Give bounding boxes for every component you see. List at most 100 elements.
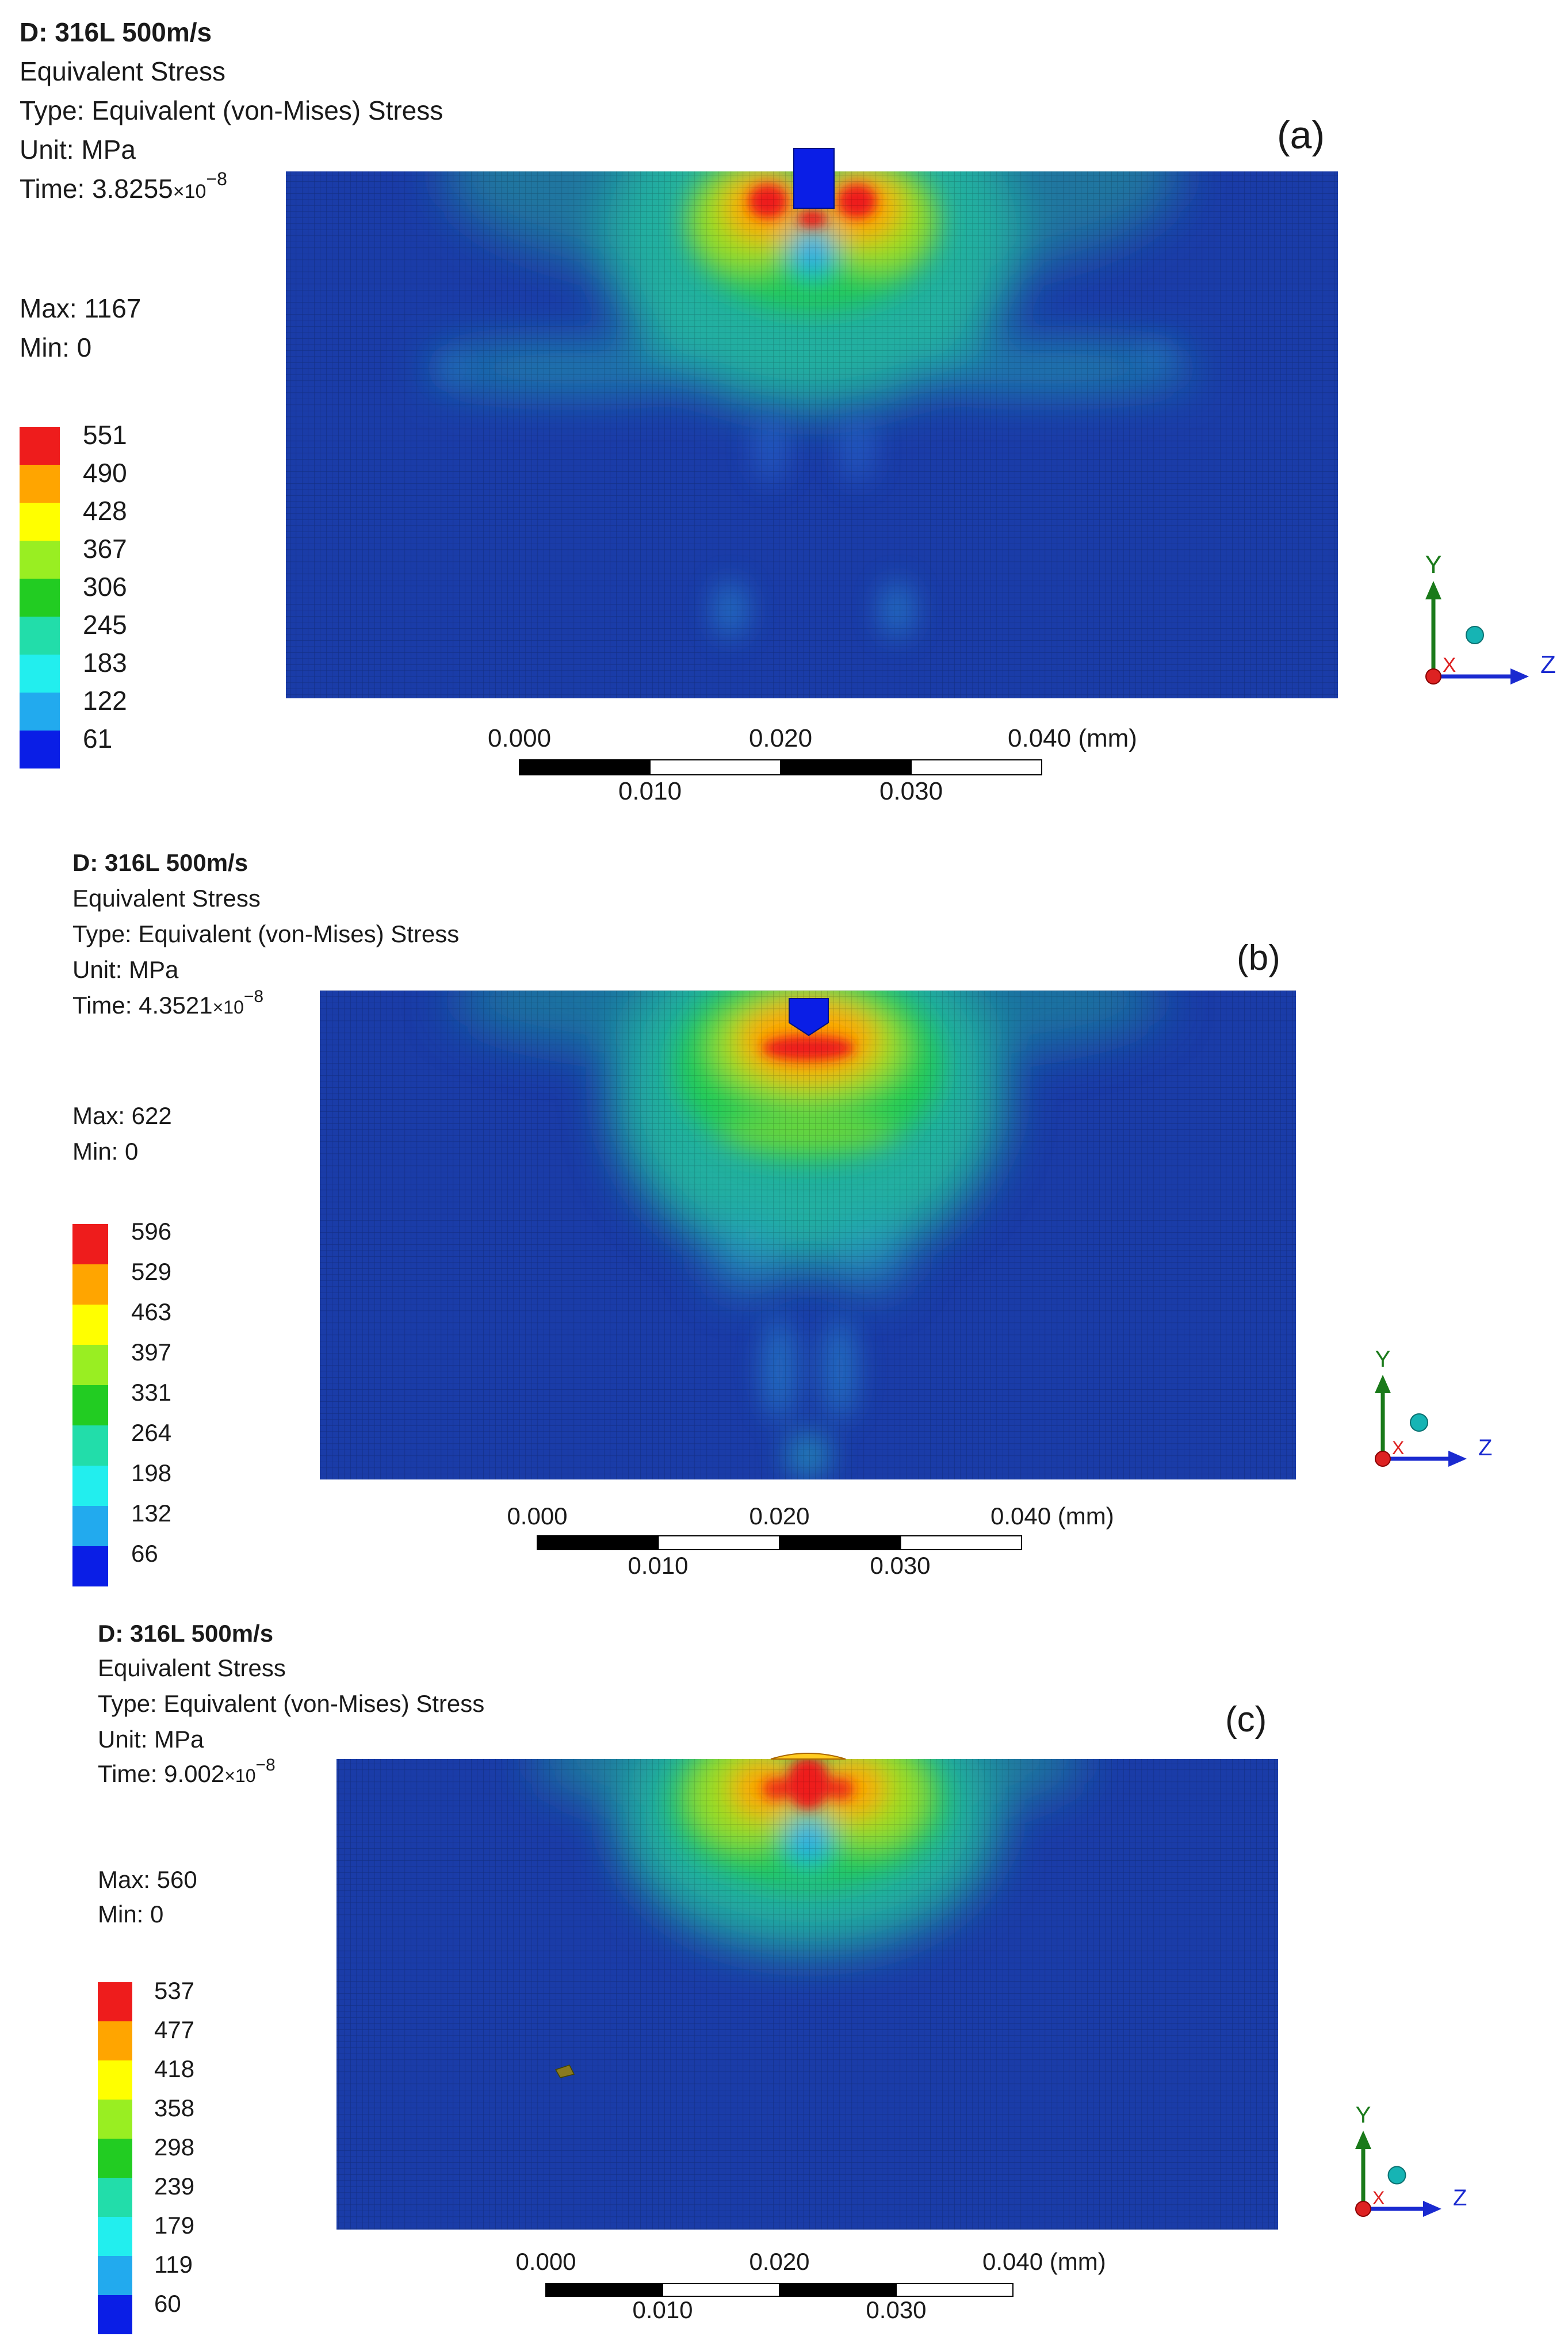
- y-axis-label: Y: [1356, 2102, 1371, 2128]
- legend-value: 60: [154, 2290, 181, 2317]
- z-axis-arrow: [1423, 2201, 1441, 2217]
- legend-value: 551: [83, 420, 127, 450]
- stress-field: [320, 991, 1296, 1479]
- legend-band: [98, 2217, 132, 2256]
- max-label: Max: 622: [72, 1102, 172, 1129]
- mesh-grid: [336, 1759, 1278, 2230]
- result-name: Equivalent Stress: [98, 1654, 286, 1681]
- panel-label: (b): [1237, 938, 1280, 978]
- isometric-view-sphere-icon: [1410, 1413, 1428, 1432]
- scale-top-label: 0.040 (mm): [1008, 724, 1137, 752]
- header-b: D: 316L 500m/s Equivalent Stress Type: E…: [72, 849, 459, 1165]
- model-title: D: 316L 500m/s: [20, 17, 212, 47]
- max-label: Max: 1167: [20, 293, 141, 323]
- result-name: Equivalent Stress: [72, 885, 261, 912]
- legend-value: 298: [154, 2133, 194, 2161]
- legend-value: 306: [83, 572, 127, 602]
- time-label: Time: 9.002×10−8: [98, 1756, 276, 1787]
- axis-triad: Y Z X: [1375, 1347, 1492, 1467]
- x-axis-label: X: [1443, 654, 1456, 676]
- scale-bottom-label: 0.030: [870, 1552, 930, 1579]
- legend-value: 428: [83, 496, 127, 526]
- legend-value: 198: [131, 1459, 171, 1486]
- legend-band: [72, 1425, 108, 1466]
- result-type: Type: Equivalent (von-Mises) Stress: [20, 95, 443, 125]
- time-label: Time: 3.8255×10−8: [20, 169, 227, 204]
- projectile: [793, 148, 835, 209]
- axis-triad: Y Z X: [1355, 2102, 1467, 2217]
- legend-value: 183: [83, 648, 127, 678]
- legend-value: 477: [154, 2016, 194, 2043]
- legend-band: [20, 617, 60, 655]
- legend-band: [72, 1466, 108, 1506]
- x-axis-label: X: [1372, 2188, 1385, 2208]
- legend-band: [20, 427, 60, 465]
- unit-label: Unit: MPa: [98, 1726, 204, 1753]
- stress-field: [286, 171, 1338, 698]
- legend-band: [20, 579, 60, 617]
- z-axis-label: Z: [1478, 1435, 1492, 1460]
- scale-top-label: 0.040 (mm): [990, 1502, 1114, 1530]
- z-axis-arrow: [1510, 668, 1529, 685]
- unit-label: Unit: MPa: [72, 956, 179, 983]
- panel-c: D: 316L 500m/s Equivalent Stress Type: E…: [98, 1620, 1467, 2334]
- scale-bar: 0.000 0.020 0.040 (mm) 0.010 0.030: [515, 2248, 1106, 2323]
- legend-value: 397: [131, 1339, 171, 1366]
- header-a: D: 316L 500m/s Equivalent Stress Type: E…: [20, 17, 443, 362]
- legend-value: 245: [83, 610, 127, 640]
- legend-band: [98, 1982, 132, 2021]
- x-axis-origin-icon: [1425, 668, 1441, 685]
- legend-band: [72, 1264, 108, 1305]
- header-c: D: 316L 500m/s Equivalent Stress Type: E…: [98, 1620, 484, 1928]
- legend-band: [72, 1546, 108, 1586]
- mesh-grid: [320, 991, 1296, 1479]
- legend-value: 596: [131, 1218, 171, 1245]
- legend-value: 537: [154, 1977, 194, 2004]
- legend-value: 529: [131, 1258, 171, 1285]
- min-label: Min: 0: [98, 1901, 163, 1928]
- detached-element: [554, 2064, 575, 2078]
- scale-bottom-label: 0.030: [866, 2296, 926, 2323]
- legend-band: [98, 2100, 132, 2139]
- legend-band: [98, 2021, 132, 2060]
- legend-value: 264: [131, 1419, 171, 1446]
- y-axis-arrow: [1375, 1375, 1391, 1393]
- model-title: D: 316L 500m/s: [98, 1620, 273, 1647]
- legend-band: [72, 1224, 108, 1264]
- scale-bar: 0.000 0.020 0.040 (mm) 0.010 0.030: [507, 1502, 1114, 1579]
- legend-band: [72, 1385, 108, 1425]
- color-legend: 596 529 463 397 331 264 198 132 66: [72, 1218, 171, 1586]
- legend-band: [98, 2178, 132, 2217]
- legend-value: 463: [131, 1298, 171, 1325]
- legend-value: 367: [83, 534, 127, 564]
- scale-bar: 0.000 0.020 0.040 (mm) 0.010 0.030: [488, 724, 1137, 805]
- crater-lip: [770, 1753, 846, 1760]
- scale-segment: [657, 1535, 780, 1550]
- legend-band: [98, 2139, 132, 2178]
- legend-band: [98, 2256, 132, 2295]
- x-axis-label: X: [1392, 1437, 1404, 1458]
- legend-value: 490: [83, 458, 127, 488]
- scale-segment: [662, 2283, 780, 2297]
- result-type: Type: Equivalent (von-Mises) Stress: [72, 920, 459, 947]
- y-axis-label: Y: [1425, 550, 1441, 579]
- isometric-view-sphere-icon: [1387, 2166, 1406, 2185]
- legend-value: 358: [154, 2094, 194, 2121]
- legend-band: [20, 655, 60, 693]
- y-axis-arrow: [1355, 2131, 1371, 2149]
- result-name: Equivalent Stress: [20, 56, 225, 86]
- scale-top-label: 0.020: [749, 724, 812, 752]
- legend-value: 331: [131, 1379, 171, 1406]
- scale-segment: [537, 1535, 659, 1550]
- scale-segment: [519, 759, 651, 775]
- z-axis-arrow: [1448, 1451, 1467, 1467]
- legend-band: [72, 1506, 108, 1546]
- panel-label: (c): [1225, 1700, 1267, 1739]
- min-label: Min: 0: [72, 1138, 138, 1165]
- x-axis-origin-icon: [1375, 1451, 1391, 1467]
- axis-triad: Y Z X: [1425, 550, 1556, 685]
- legend-value: 179: [154, 2212, 194, 2239]
- scale-top-label: 0.000: [488, 724, 551, 752]
- max-label: Max: 560: [98, 1866, 197, 1893]
- scale-top-label: 0.020: [749, 1502, 809, 1530]
